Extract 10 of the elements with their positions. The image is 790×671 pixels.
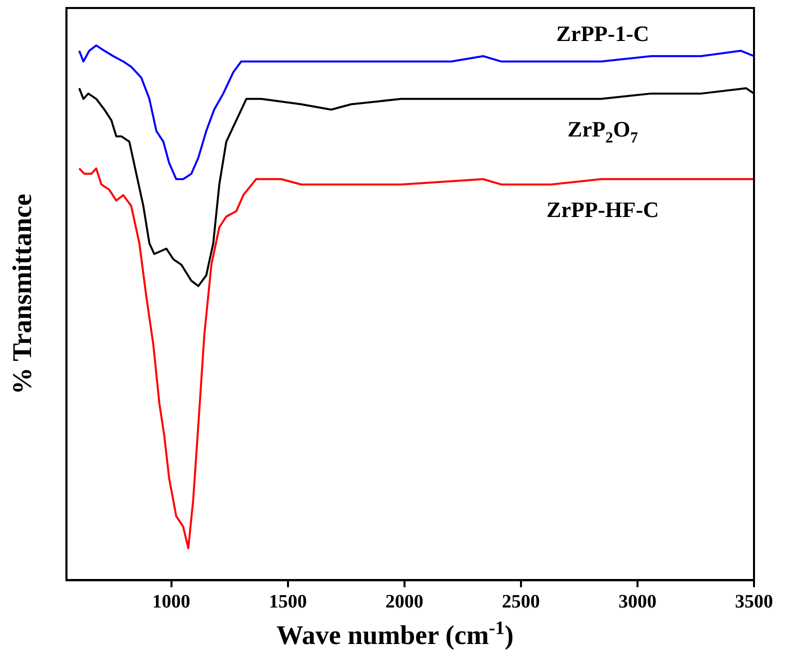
series-label: ZrPP-1-C [556, 21, 650, 46]
y-axis-title: % Transmittance [7, 194, 38, 394]
x-tick-label: 2500 [502, 592, 540, 613]
x-tick-label: 1500 [268, 592, 307, 613]
x-axis-title: Wave number (cm$^{-1}$) [275, 618, 515, 651]
series-label: ZrPP-HF-C [546, 196, 659, 222]
x-tick-label: 3000 [618, 592, 656, 613]
x-tick-label: 3500 [735, 592, 773, 613]
x-tick-label: 2000 [385, 592, 424, 613]
x-tick-label: 1000 [152, 592, 190, 613]
